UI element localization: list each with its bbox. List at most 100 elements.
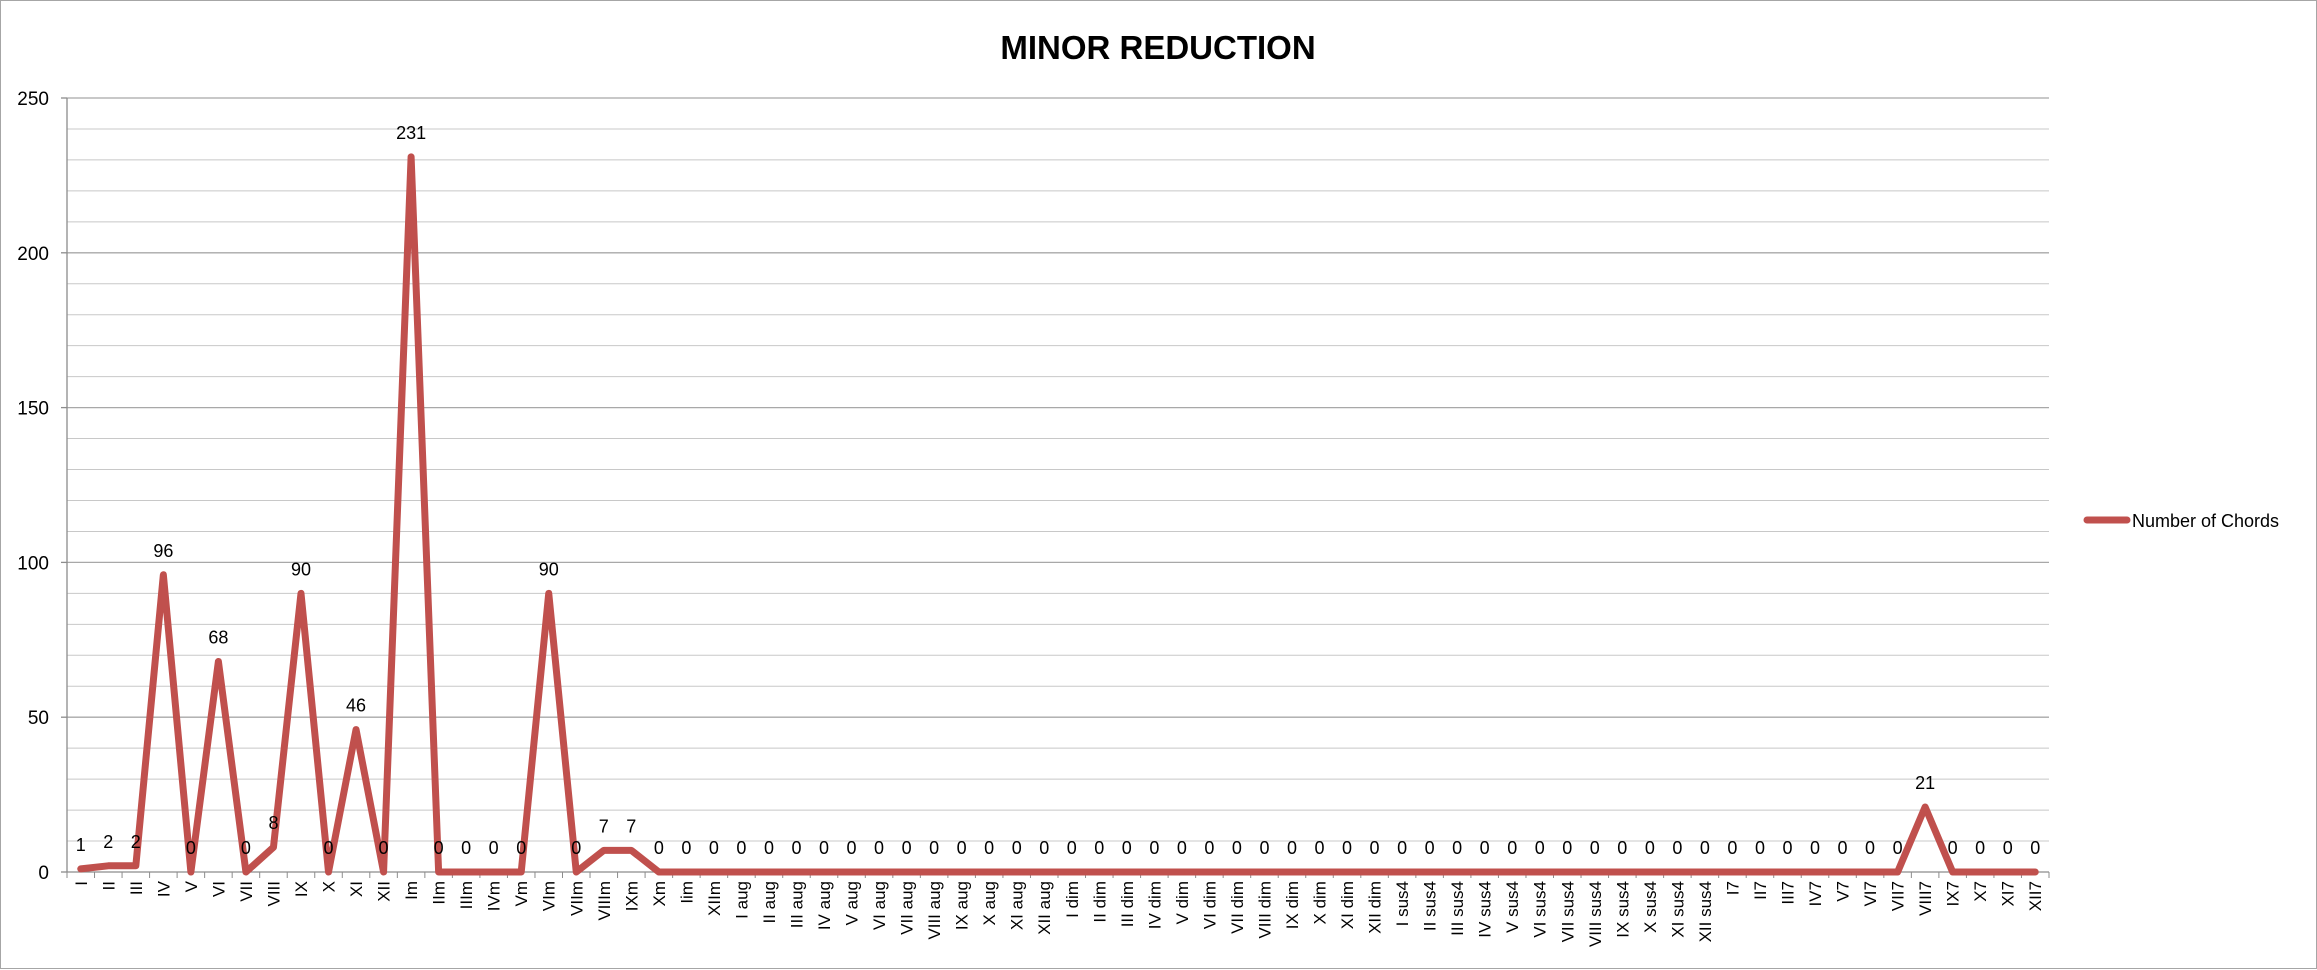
x-tick-label: VI7 <box>1861 881 1880 907</box>
data-label: 0 <box>1452 838 1462 858</box>
data-point <box>1977 869 1984 875</box>
x-tick-label: Vm <box>512 881 531 907</box>
data-point <box>2004 869 2011 875</box>
data-label: 0 <box>847 838 857 858</box>
data-point <box>380 869 387 875</box>
data-point <box>160 571 167 578</box>
data-point <box>903 869 910 875</box>
x-tick-label: VIIIm <box>595 881 614 921</box>
data-point <box>1261 869 1268 875</box>
x-tick-label: II7 <box>1751 881 1770 900</box>
data-point <box>353 726 360 733</box>
x-tick-label: I sus4 <box>1393 881 1412 926</box>
x-tick-label: XI sus4 <box>1668 881 1687 938</box>
data-label: 0 <box>1672 838 1682 858</box>
x-tick-label: XI <box>347 881 366 897</box>
x-tick-label: II sus4 <box>1421 881 1440 931</box>
data-point <box>297 590 304 597</box>
gridlines <box>67 97 2049 842</box>
data-label: 0 <box>1259 838 1269 858</box>
data-point <box>105 862 112 869</box>
x-tick-label: IX <box>292 881 311 897</box>
x-tick-label: XI aug <box>1008 881 1027 930</box>
data-point <box>1784 869 1791 875</box>
data-point <box>710 869 717 875</box>
data-point <box>408 153 415 160</box>
x-tick-label: X sus4 <box>1641 881 1660 933</box>
data-point <box>821 869 828 875</box>
x-tick-label: V <box>182 880 201 892</box>
x-tick-label: VII sus4 <box>1558 881 1577 942</box>
data-label: 0 <box>1893 838 1903 858</box>
data-point <box>1701 869 1708 875</box>
x-tick-label: IX aug <box>953 881 972 930</box>
data-point <box>2032 869 2039 875</box>
x-tick-label: IIm <box>430 881 449 905</box>
series-layer <box>77 153 2039 876</box>
x-tick-label: IIIm <box>457 881 476 909</box>
data-point <box>463 869 470 875</box>
y-tick-label: 200 <box>17 244 49 265</box>
data-label: 0 <box>1755 838 1765 858</box>
x-tick-label: V sus4 <box>1503 881 1522 933</box>
data-label: 0 <box>1177 838 1187 858</box>
data-label: 0 <box>1287 838 1297 858</box>
data-label: 8 <box>268 813 278 833</box>
x-tick-label: II dim <box>1090 881 1109 923</box>
x-tick-label: III aug <box>787 881 806 928</box>
data-label: 90 <box>539 559 559 579</box>
data-label: 0 <box>709 838 719 858</box>
data-label: 0 <box>736 838 746 858</box>
legend-label: Number of Chords <box>2132 511 2279 531</box>
data-label: 2 <box>131 832 141 852</box>
data-point <box>1288 869 1295 875</box>
x-tick-label: VII aug <box>898 881 917 935</box>
y-tick-label: 150 <box>17 399 49 420</box>
x-tick-label: XII <box>375 881 394 902</box>
data-label: 0 <box>2003 838 2013 858</box>
x-tick-label: III dim <box>1118 881 1137 927</box>
data-label: 90 <box>291 559 311 579</box>
data-point <box>655 869 662 875</box>
data-point <box>600 847 607 854</box>
data-label: 0 <box>516 838 526 858</box>
data-label: 68 <box>208 627 228 647</box>
data-point <box>242 869 249 875</box>
data-point <box>1812 869 1819 875</box>
data-point <box>1646 869 1653 875</box>
x-tick-label: VI dim <box>1200 881 1219 929</box>
data-point <box>1591 869 1598 875</box>
data-label: 0 <box>1425 838 1435 858</box>
data-label: 0 <box>1149 838 1159 858</box>
data-point <box>490 869 497 875</box>
y-tick-label: 250 <box>17 89 49 110</box>
data-point <box>738 869 745 875</box>
data-label: 0 <box>819 838 829 858</box>
data-point <box>435 869 442 875</box>
x-tick-label: X <box>320 881 339 892</box>
data-point <box>931 869 938 875</box>
data-point <box>1096 869 1103 875</box>
data-label: 0 <box>1838 838 1848 858</box>
data-point <box>1123 869 1130 875</box>
data-label: 0 <box>1617 838 1627 858</box>
data-label: 0 <box>324 838 334 858</box>
data-point <box>876 869 883 875</box>
data-label: 0 <box>929 838 939 858</box>
x-tick-label: VIII aug <box>925 881 944 940</box>
y-tick-label: 50 <box>28 708 49 729</box>
x-tick-label: IXm <box>622 881 641 911</box>
x-tick-label: VIII sus4 <box>1586 881 1605 947</box>
y-tick-label: 100 <box>17 553 49 574</box>
data-label: 0 <box>902 838 912 858</box>
data-label: 0 <box>489 838 499 858</box>
data-point <box>1454 869 1461 875</box>
data-label: 0 <box>1975 838 1985 858</box>
data-label: 1 <box>76 835 86 855</box>
data-label: 0 <box>1315 838 1325 858</box>
data-point <box>132 862 139 869</box>
data-label: 96 <box>153 541 173 561</box>
data-label: 0 <box>1012 838 1022 858</box>
data-point <box>1151 869 1158 875</box>
